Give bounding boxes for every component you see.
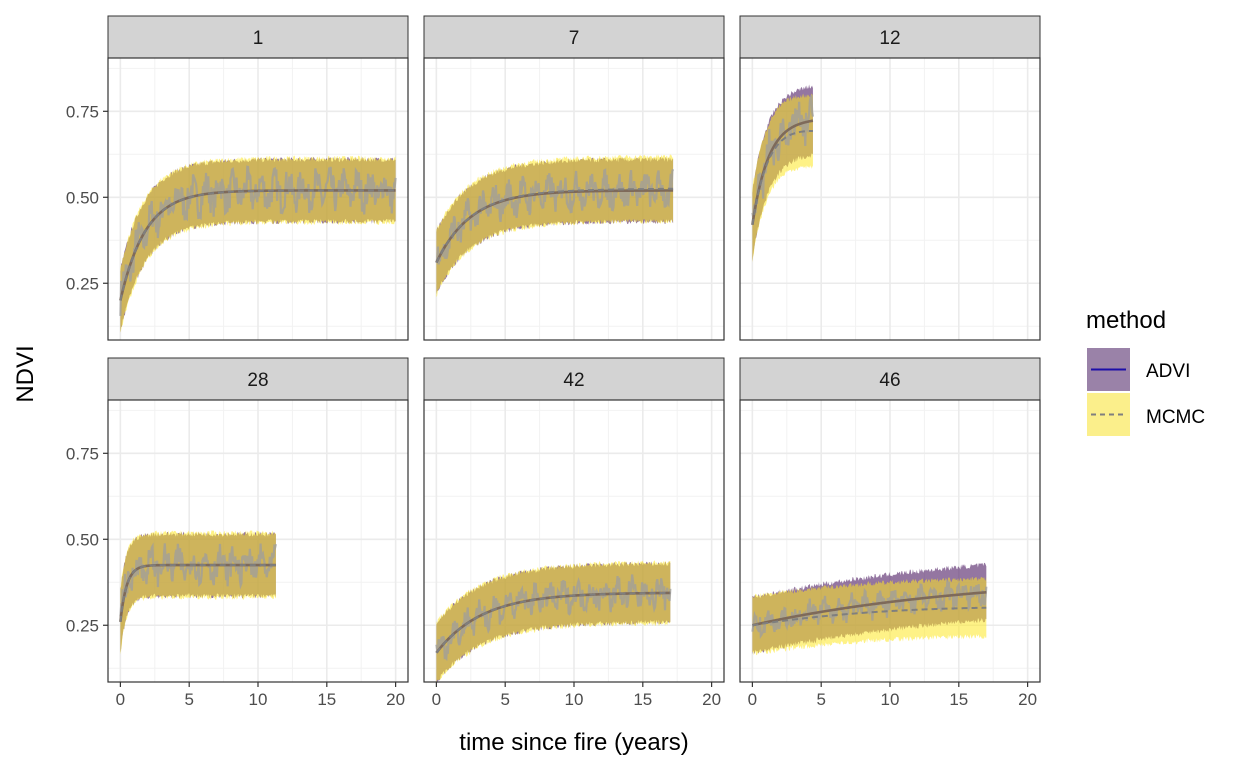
mcmc-fitted-line [751,130,813,225]
y-axis-title: NDVI [12,345,39,402]
facet-panel-42: 42 0 5 10 15 20 [423,357,725,709]
y-tick-label: 0.75 [66,444,99,463]
x-tick-label: 20 [1018,690,1037,709]
panel-border [739,57,1041,341]
legend-label-advi: ADVI [1146,361,1190,382]
facet-strip [739,15,1041,59]
x-tick-label: 10 [249,690,268,709]
facet-strip-label: 7 [569,28,580,49]
mcmc-fitted-line [119,189,396,301]
y-tick-label: 0.25 [66,274,99,293]
mcmc-fitted-line [752,606,987,627]
facet-strip-label: 28 [247,370,268,391]
x-tick-label: 0 [116,690,125,709]
x-axis-title: time since fire (years) [459,729,688,756]
facet-panel-46: 46 0 5 10 15 20 [739,357,1041,709]
facet-strip [423,357,725,401]
y-tick-label: 0.25 [66,616,99,635]
x-tick-label: 0 [432,690,441,709]
facet-strip-label: 46 [879,370,900,391]
facet-panel-1: 1 0.25 0.50 0.75 [66,15,409,341]
facet-strip [107,357,409,401]
advi-fitted-line [752,590,987,627]
legend-label-mcmc: MCMC [1146,407,1205,428]
facet-strip-label: 12 [879,28,900,49]
facet-panel-12: 12 [739,15,1041,341]
observed-ndvi-line [435,168,675,265]
facet-strip [423,15,725,59]
x-tick-label: 5 [500,690,509,709]
x-tick-label: 20 [702,690,721,709]
x-tick-label: 0 [748,690,757,709]
legend: method ADVI MCMC [1086,307,1205,436]
mcmc-fitted-line [119,564,276,622]
observed-ndvi-line [751,580,988,639]
mcmc-fitted-line [435,187,674,264]
facet-strip [739,357,1041,401]
legend-title: method [1086,307,1166,334]
facet-strip [107,15,409,59]
panel-border [423,57,725,341]
y-tick-label: 0.50 [66,188,99,207]
mcmc-ribbon [752,93,813,263]
x-tick-label: 20 [386,690,405,709]
x-tick-label: 15 [317,690,336,709]
x-tick-label: 10 [565,690,584,709]
facet-panel-7: 7 [423,15,725,341]
y-tick-label: 0.50 [66,530,99,549]
observed-ndvi-line [119,542,277,617]
facet-panel-28: 28 0.25 0.50 0.75 0 5 10 15 20 [66,357,409,709]
x-tick-label: 5 [184,690,193,709]
mcmc-ribbon [752,576,987,656]
x-tick-label: 10 [881,690,900,709]
facet-strip-label: 42 [563,370,584,391]
observed-ndvi-line [751,95,815,218]
mcmc-ribbon [436,560,671,686]
x-tick-label: 5 [816,690,825,709]
x-tick-label: 15 [633,690,652,709]
panel-border [107,57,409,341]
mcmc-fitted-line [435,591,671,654]
facet-strip-label: 1 [253,28,264,49]
x-tick-label: 15 [949,690,968,709]
y-tick-label: 0.75 [66,102,99,121]
